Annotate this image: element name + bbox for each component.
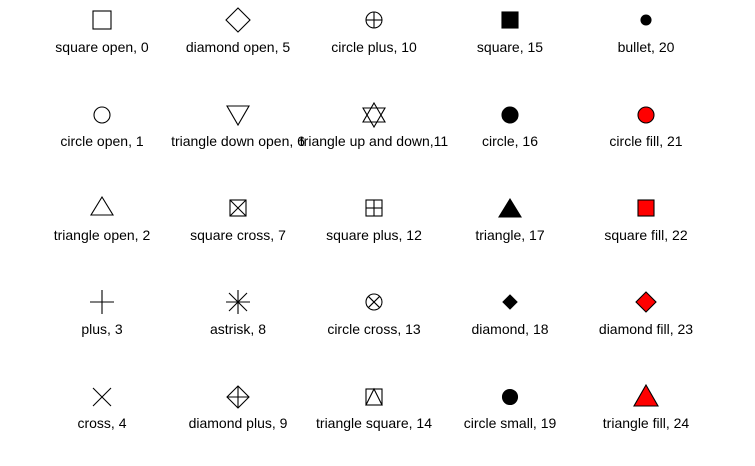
pch-symbol-diamond-plus bbox=[226, 385, 250, 409]
pch-symbol-circle-plus bbox=[365, 11, 383, 29]
pch-label: triangle up and down,11 bbox=[300, 133, 449, 149]
pch-label: square cross, 7 bbox=[190, 227, 286, 243]
pch-symbol-triangle bbox=[498, 197, 522, 218]
pch-symbol-square-plus bbox=[365, 199, 383, 217]
pch-label: circle, 16 bbox=[482, 133, 538, 149]
pch-label: circle plus, 10 bbox=[331, 39, 417, 55]
pch-symbol-diamond bbox=[502, 294, 518, 310]
pch-symbol-plus bbox=[90, 290, 114, 314]
pch-symbol-square-open bbox=[92, 10, 112, 30]
pch-symbol-bullet bbox=[640, 14, 652, 26]
pch-label: square plus, 12 bbox=[326, 227, 422, 243]
pch-symbol-circle bbox=[501, 106, 519, 124]
pch-symbol-cross bbox=[92, 387, 112, 407]
pch-symbol-triangle-up-down bbox=[362, 101, 386, 129]
pch-symbol-diamond-open bbox=[225, 7, 251, 33]
pch-label: cross, 4 bbox=[77, 415, 126, 431]
pch-symbol-circle-fill bbox=[637, 106, 655, 124]
pch-label: plus, 3 bbox=[81, 321, 122, 337]
pch-label: triangle fill, 24 bbox=[603, 415, 690, 431]
pch-label: triangle, 17 bbox=[475, 227, 544, 243]
pch-symbol-square-fill bbox=[637, 199, 655, 217]
pch-label: square open, 0 bbox=[55, 39, 149, 55]
pch-label: square fill, 22 bbox=[604, 227, 687, 243]
pch-symbol-triangle-down-open bbox=[226, 105, 250, 127]
pch-label: astrisk, 8 bbox=[210, 321, 266, 337]
pch-label: square, 15 bbox=[477, 39, 543, 55]
pch-symbol-circle-cross bbox=[365, 293, 383, 311]
pch-label: circle open, 1 bbox=[60, 133, 143, 149]
pch-label: diamond plus, 9 bbox=[189, 415, 288, 431]
pch-symbol-circle-small bbox=[501, 388, 519, 406]
pch-label: triangle square, 14 bbox=[316, 415, 432, 431]
pch-symbol-circle-open bbox=[93, 106, 111, 124]
pch-label: circle cross, 13 bbox=[327, 321, 421, 337]
pch-symbol-diamond-fill bbox=[635, 291, 657, 313]
pch-label: circle fill, 21 bbox=[609, 133, 682, 149]
pch-symbol-triangle-square bbox=[365, 387, 383, 406]
pch-label: circle small, 19 bbox=[464, 415, 557, 431]
pch-label: diamond fill, 23 bbox=[599, 321, 693, 337]
pch-symbol-square bbox=[501, 11, 519, 29]
pch-symbol-square-cross bbox=[229, 199, 247, 217]
pch-label: triangle open, 2 bbox=[54, 227, 151, 243]
pch-label: bullet, 20 bbox=[618, 39, 675, 55]
pch-label: diamond open, 5 bbox=[186, 39, 291, 55]
pch-symbol-asterisk bbox=[226, 290, 250, 314]
pch-symbol-triangle-open bbox=[90, 195, 114, 216]
pch-symbol-triangle-fill bbox=[633, 383, 659, 407]
pch-label: triangle down open, 6 bbox=[171, 133, 305, 149]
pch-label: diamond, 18 bbox=[471, 321, 548, 337]
